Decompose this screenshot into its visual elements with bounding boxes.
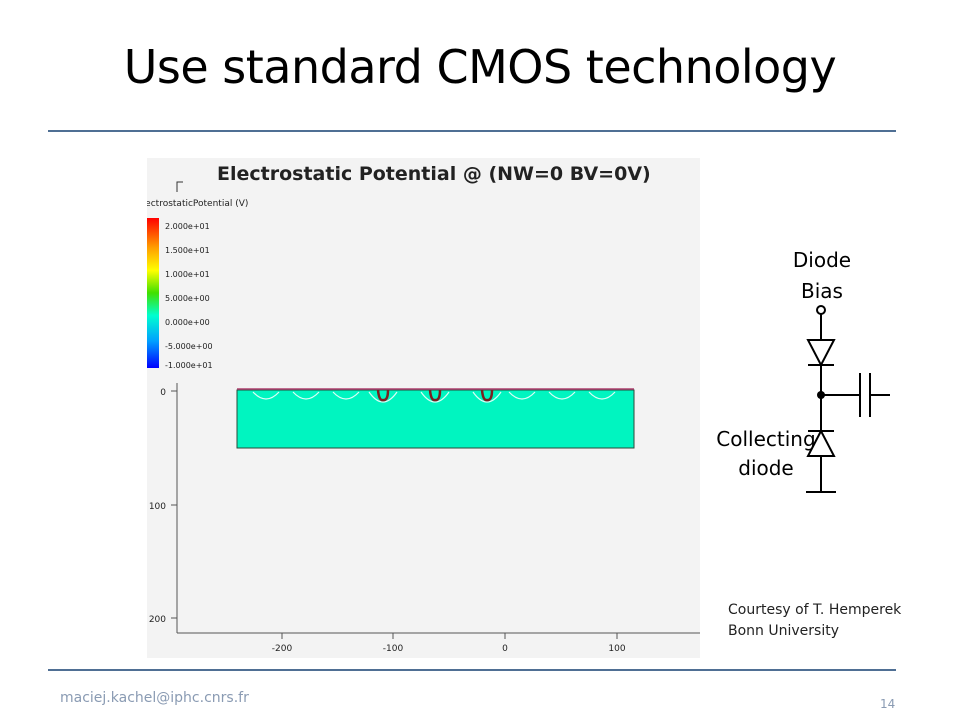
y-tick-label: 100 — [149, 502, 166, 512]
legend-title: ElectrostaticPotential (V) — [147, 199, 248, 209]
diode-circuit-diagram: Diode Bias Collecting diode — [714, 246, 890, 493]
bias-terminal — [816, 305, 826, 315]
circuit-node — [817, 391, 825, 399]
collecting-diode-label: Collecting — [716, 427, 815, 451]
x-tick-label: 0 — [502, 644, 508, 654]
circuit-labels: Diode Bias Collecting diode — [714, 246, 853, 482]
n-well — [428, 389, 442, 402]
legend-tick: 0.000e+00 — [165, 318, 210, 327]
page-number: 14 — [880, 697, 896, 711]
title-divider — [48, 130, 896, 132]
y-tick-label: 200 — [149, 615, 166, 625]
device-cross-section — [236, 389, 635, 449]
y-tick-labels: 0 100 200 — [149, 388, 166, 625]
n-well — [480, 389, 494, 402]
legend-tick: 2.000e+01 — [165, 222, 210, 231]
simulation-plot: Electrostatic Potential @ (NW=0 BV=0V) E… — [147, 158, 700, 658]
plot-title: Electrostatic Potential @ (NW=0 BV=0V) — [217, 163, 651, 185]
y-axis-ticks — [171, 390, 177, 619]
x-tick-label: -100 — [383, 644, 404, 654]
x-tick-labels: -200 -100 0 100 — [272, 644, 626, 654]
legend-ticks: 2.000e+01 1.500e+01 1.000e+01 5.000e+00 … — [165, 222, 213, 370]
legend-tick: 1.500e+01 — [165, 246, 210, 255]
legend-tick: 1.000e+01 — [165, 270, 210, 279]
y-tick-label: 0 — [160, 388, 166, 398]
simulation-svg: Electrostatic Potential @ (NW=0 BV=0V) E… — [147, 163, 700, 654]
bias-diode-symbol — [806, 339, 836, 368]
color-scale-bar — [147, 218, 159, 368]
x-tick-label: 100 — [608, 644, 625, 654]
legend-corner-mark — [176, 181, 183, 192]
legend-tick: -5.000e+00 — [165, 342, 213, 351]
credit-line: Bonn University — [728, 623, 839, 639]
legend-tick: 5.000e+00 — [165, 294, 210, 303]
footer-email: maciej.kachel@iphc.cnrs.fr — [60, 690, 249, 706]
credit-line: Courtesy of T. Hemperek — [728, 602, 902, 618]
n-well — [376, 389, 390, 402]
diode-bias-label: Bias — [801, 279, 843, 303]
collecting-diode-label: diode — [738, 456, 794, 480]
x-tick-label: -200 — [272, 644, 293, 654]
image-credit: Courtesy of T. Hemperek Bonn University — [728, 600, 901, 642]
legend-tick: -1.000e+01 — [165, 361, 213, 370]
slide-title: Use standard CMOS technology — [123, 40, 837, 94]
x-axis-ticks — [281, 633, 618, 639]
footer-divider — [48, 669, 896, 671]
collecting-wells — [376, 389, 494, 402]
circuit-wires — [806, 305, 890, 493]
diode-bias-label: Diode — [793, 248, 851, 272]
depletion-contours — [252, 391, 616, 403]
